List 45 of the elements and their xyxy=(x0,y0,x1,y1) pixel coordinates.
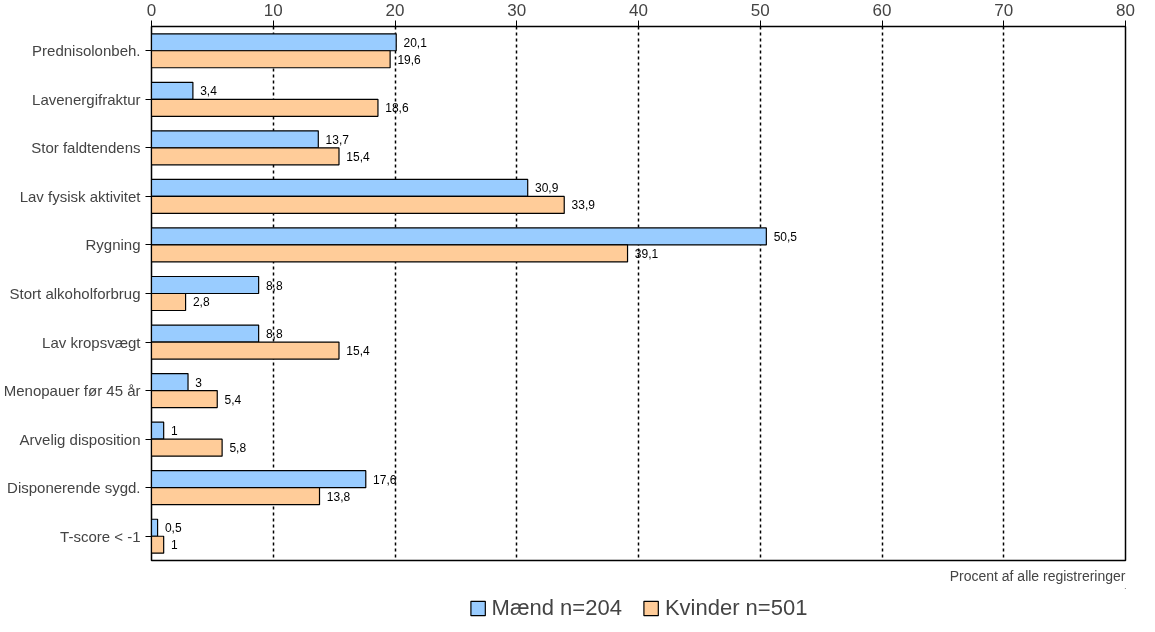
x-tick-label: 50 xyxy=(750,0,770,20)
data-label: 13,7 xyxy=(325,132,350,147)
data-label: 33,9 xyxy=(571,198,596,213)
y-tick-label: Prednisolonbeh. xyxy=(32,42,141,60)
data-label: 2,8 xyxy=(192,295,210,310)
data-label: 1 xyxy=(170,424,178,439)
data-label: 3 xyxy=(195,375,203,390)
x-tick-label: 0 xyxy=(146,0,157,20)
data-label: 50,5 xyxy=(773,229,798,244)
y-tick-label: Lavenergifraktur xyxy=(32,90,141,108)
data-label: 0,5 xyxy=(164,521,182,536)
legend-label: Kvinder n=501 xyxy=(664,595,808,621)
y-tick-label: Rygning xyxy=(85,236,141,254)
data-label: 13,8 xyxy=(326,489,351,504)
data-label: 20,1 xyxy=(403,35,428,50)
y-tick-label: Lav kropsvægt xyxy=(42,333,142,351)
y-tick-label: Arvelig disposition xyxy=(19,430,141,448)
data-label: 1 xyxy=(170,538,178,553)
y-tick-label: Disponerende sygd. xyxy=(7,479,141,497)
y-tick-label: Menopauer før 45 år xyxy=(3,382,141,400)
data-label: 5,4 xyxy=(224,392,242,407)
x-tick-label: 10 xyxy=(263,0,283,20)
y-tick-label: Stor faldtendens xyxy=(31,139,141,157)
x-tick-label: 60 xyxy=(872,0,892,20)
data-label: 18,6 xyxy=(385,101,409,116)
y-tick-label: Stort alkoholforbrug xyxy=(9,285,141,302)
data-label: 15,4 xyxy=(346,344,370,359)
data-label: 8,8 xyxy=(265,327,283,342)
x-tick-label: 40 xyxy=(629,0,648,20)
data-label: 5,8 xyxy=(229,441,247,456)
x-tick-label: 30 xyxy=(507,0,527,20)
data-label: 15,4 xyxy=(346,149,370,164)
data-label: 39,1 xyxy=(634,246,659,261)
data-label: 8,8 xyxy=(265,278,283,293)
legend-label: Mænd n=204 xyxy=(491,595,622,621)
data-label: 19,6 xyxy=(397,52,422,67)
x-axis-title: Procent af alle registreringer xyxy=(949,567,1126,584)
y-tick-label: Lav fysisk aktivitet xyxy=(19,187,142,205)
data-label: 17,6 xyxy=(373,472,397,487)
x-tick-label: 20 xyxy=(385,0,405,20)
data-label: 3,4 xyxy=(200,84,218,99)
y-tick-label: T-score < -1 xyxy=(60,527,141,545)
x-tick-label: 80 xyxy=(1116,0,1135,20)
x-tick-label: 70 xyxy=(994,0,1014,20)
data-label: 30,9 xyxy=(535,181,559,196)
